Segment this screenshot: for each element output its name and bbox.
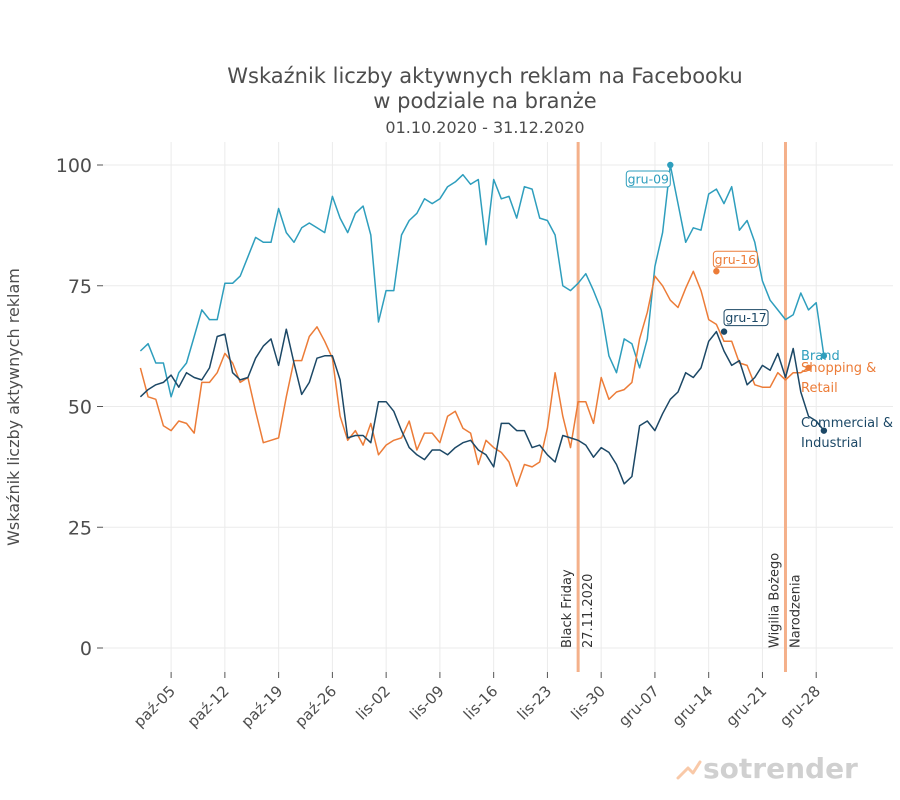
y-tick-label: 100: [56, 155, 92, 177]
annotation-box: [625, 170, 671, 188]
x-tick-label: gru-28: [776, 682, 824, 730]
y-tick-label: 25: [68, 517, 92, 539]
y-tick-label: 50: [68, 397, 92, 419]
series-line: [139, 328, 825, 485]
x-tick-label: lis-02: [352, 682, 393, 723]
series-label: Brand: [801, 349, 840, 364]
event-markers: Black Friday 27.11.2020 Wigilia Bożego Naro…: [560, 142, 803, 672]
series-label-line: Retail: [801, 381, 838, 396]
x-tick-label: gru-21: [722, 682, 770, 730]
x-tick-label: paź-05: [130, 682, 179, 731]
x-tick-label: lis-23: [514, 682, 555, 723]
x-tick-label: lis-09: [406, 682, 447, 723]
series-lines: [139, 164, 828, 487]
sotrender-logo: sotrender: [676, 752, 858, 785]
series-label-line: Brand: [801, 349, 840, 364]
gridlines: [102, 142, 893, 672]
series-label-line: Shopping &: [801, 361, 876, 376]
series-line: [139, 270, 809, 487]
peak-annotations: gru-09 gru-16 gru-17: [625, 161, 769, 335]
series-line: [139, 164, 825, 398]
x-tick-label: paź-12: [184, 682, 233, 731]
annotation-label: gru-16: [715, 252, 756, 267]
event-label: Wigilia Bożego: [767, 553, 782, 648]
x-tick-label: paź-26: [291, 682, 340, 731]
event-date: 27.11.2020: [581, 574, 596, 648]
watermark-text: sotrender: [703, 752, 858, 785]
annotation-label: gru-17: [725, 310, 766, 325]
y-tick-label: 75: [68, 276, 92, 298]
series-label-line: Commercial &: [801, 416, 893, 431]
x-tick-label: lis-16: [460, 682, 501, 723]
annotation-box: [712, 250, 758, 268]
x-tick-label: gru-14: [669, 682, 717, 730]
sotrender-logo-icon: [676, 760, 702, 780]
series-end-point: [820, 352, 828, 359]
series-label: Shopping & Retail: [801, 361, 876, 396]
annotation-point: [713, 268, 720, 275]
x-tick-label: lis-30: [568, 682, 609, 723]
series-end-point: [805, 364, 812, 372]
x-tick-label: paź-19: [238, 682, 287, 731]
series-label-line: Industrial: [801, 436, 862, 451]
x-tick-label: gru-07: [615, 682, 663, 730]
event-date: Narodzenia: [788, 574, 803, 648]
chart-subtitle: 01.10.2020 - 31.12.2020: [385, 118, 584, 137]
event-label: Black Friday: [560, 569, 575, 648]
annotation-point: [667, 161, 674, 169]
chart-title: Wskaźnik liczby aktywnych reklam na Face…: [227, 64, 742, 88]
y-axis-label: Wskaźnik liczby aktywnych reklam: [4, 268, 23, 546]
series-label: Commercial & Industrial: [801, 416, 893, 451]
series-end-point: [820, 427, 828, 434]
chart-title-line2: w podziale na branże: [373, 89, 596, 113]
y-tick-label: 0: [80, 638, 92, 660]
annotation-label: gru-09: [628, 172, 669, 187]
annotation-point: [720, 328, 728, 335]
annotation-box: [723, 309, 769, 327]
